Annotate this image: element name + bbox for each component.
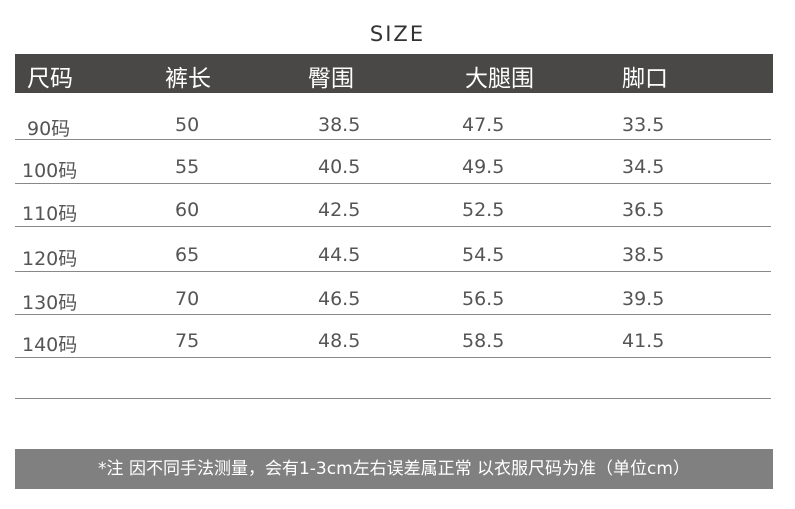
table-cell: 140码 (22, 334, 78, 356)
row-divider (15, 271, 771, 272)
table-cell: 40.5 (318, 156, 361, 178)
row-divider (15, 357, 771, 358)
table-cell: 49.5 (462, 156, 505, 178)
table-cell: 54.5 (462, 244, 505, 266)
chart-title: SIZE (369, 22, 426, 46)
table-cell: 42.5 (318, 199, 361, 221)
table-cell: 46.5 (318, 288, 361, 310)
table-cell: 48.5 (318, 330, 361, 352)
row-divider (15, 139, 771, 140)
table-cell: 56.5 (462, 288, 505, 310)
table-cell: 39.5 (622, 288, 665, 310)
table-cell: 47.5 (462, 114, 505, 136)
row-divider (15, 183, 771, 184)
header-cell: 臀围 (308, 66, 354, 92)
table-cell: 120码 (22, 248, 78, 270)
table-cell: 38.5 (622, 244, 665, 266)
table-cell: 70 (175, 288, 200, 310)
header-cell: 尺码 (27, 66, 73, 92)
table-cell: 110码 (22, 203, 78, 225)
table-cell: 58.5 (462, 330, 505, 352)
row-divider (15, 314, 771, 315)
header-cell: 大腿围 (465, 66, 534, 92)
table-cell: 50 (175, 114, 200, 136)
table-cell: 65 (175, 244, 200, 266)
table-cell: 130码 (22, 292, 78, 314)
table-cell: 90码 (27, 118, 71, 140)
header-cell: 脚口 (622, 66, 668, 92)
row-divider (15, 226, 771, 227)
row-divider (15, 398, 771, 399)
table-cell: 36.5 (622, 199, 665, 221)
table-cell: 52.5 (462, 199, 505, 221)
table-cell: 38.5 (318, 114, 361, 136)
table-cell: 44.5 (318, 244, 361, 266)
table-cell: 41.5 (622, 330, 665, 352)
table-cell: 75 (175, 330, 200, 352)
table-cell: 33.5 (622, 114, 665, 136)
table-cell: 34.5 (622, 156, 665, 178)
header-cell: 裤长 (165, 66, 211, 92)
table-cell: 60 (175, 199, 200, 221)
table-cell: 55 (175, 156, 200, 178)
measurement-note: *注 因不同手法测量，会有1-3cm左右误差属正常 以衣服尺码为准（单位cm） (15, 449, 773, 489)
table-header: 尺码 裤长 臀围 大腿围 脚口 (15, 54, 773, 93)
table-cell: 100码 (22, 160, 78, 182)
